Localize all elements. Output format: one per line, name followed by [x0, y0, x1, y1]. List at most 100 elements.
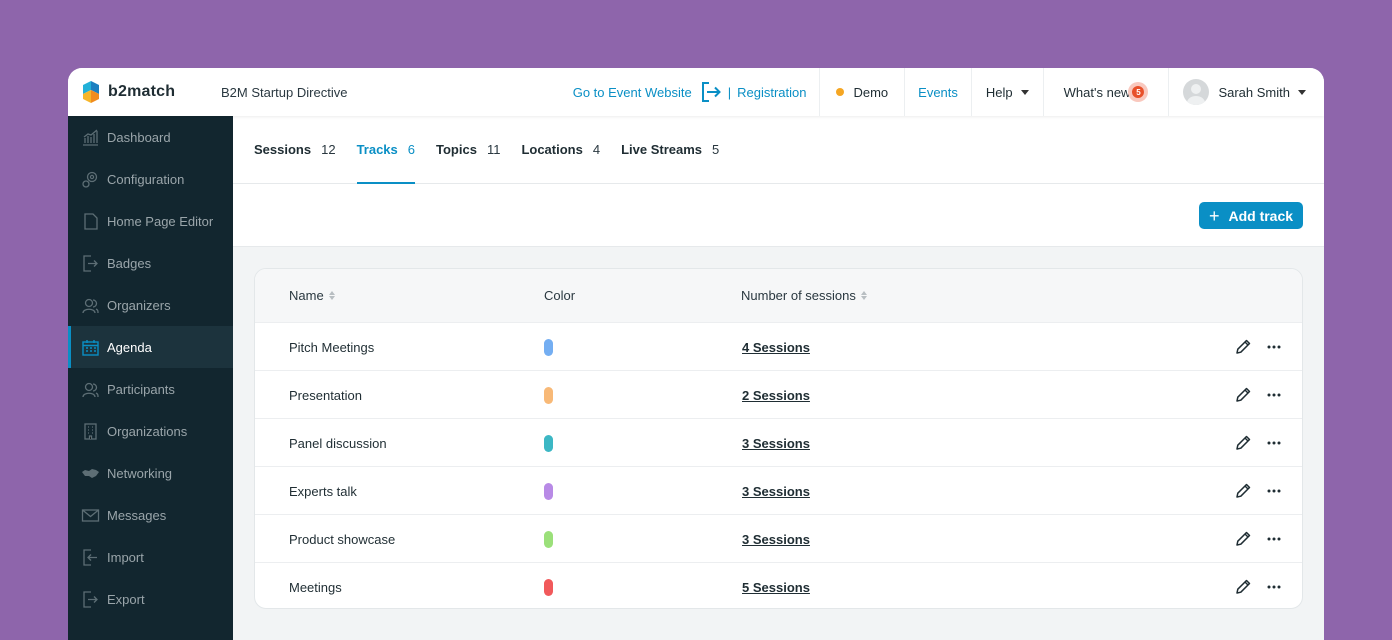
- sessions-link[interactable]: 3 Sessions: [742, 531, 810, 547]
- sidebar-item-networking[interactable]: Networking: [68, 452, 233, 494]
- help-label: Help: [985, 84, 1013, 100]
- sidebar-item-label: Agenda: [107, 339, 152, 355]
- sidebar-item-label: Import: [107, 549, 144, 565]
- tab-label: Tracks: [356, 142, 398, 157]
- tab-label: Live Streams: [621, 142, 703, 157]
- calendar-icon: [82, 339, 99, 356]
- color-swatch: [544, 530, 553, 548]
- pencil-icon[interactable]: [1234, 386, 1252, 404]
- sort-icon: [860, 291, 867, 300]
- import-icon: [83, 548, 97, 566]
- more-icon[interactable]: [1266, 531, 1282, 547]
- sidebar-item-dashboard[interactable]: Dashboard: [68, 116, 233, 158]
- exit-icon[interactable]: [700, 81, 722, 103]
- user-name: Sarah Smith: [1218, 84, 1290, 100]
- demo-label: Demo: [853, 84, 889, 100]
- tab-count: 6: [407, 142, 415, 157]
- track-name: Pitch Meetings: [289, 339, 375, 355]
- table-header: Name Color Number of sessions: [255, 269, 1302, 322]
- sidebar-item-label: Organizers: [107, 297, 171, 313]
- sidebar-item-import[interactable]: Import: [68, 536, 233, 578]
- pencil-icon[interactable]: [1234, 578, 1252, 596]
- badge-icon: [83, 254, 98, 272]
- sort-icon: [328, 291, 335, 300]
- sidebar-item-messages[interactable]: Messages: [68, 494, 233, 536]
- color-swatch: [544, 434, 553, 452]
- tab-count: 12: [321, 142, 336, 157]
- notification-count: 5: [1132, 86, 1145, 98]
- envelope-icon: [81, 508, 100, 522]
- sessions-link[interactable]: 3 Sessions: [742, 435, 810, 451]
- link-separator: |: [727, 84, 732, 100]
- tab-live-streams[interactable]: Live Streams 5: [621, 116, 719, 183]
- table-row: Panel discussion 3 Sessions: [255, 418, 1302, 466]
- column-header-sessions[interactable]: Number of sessions: [741, 288, 867, 303]
- tab-count: 4: [592, 142, 601, 157]
- tab-tracks[interactable]: Tracks 6: [356, 116, 416, 184]
- sidebar-item-label: Export: [107, 591, 145, 607]
- sidebar-item-badges[interactable]: Badges: [68, 242, 233, 284]
- tab-count: 11: [486, 142, 501, 157]
- track-name: Product showcase: [289, 531, 396, 547]
- app-window: b2match B2M Startup Directive Go to Even…: [68, 68, 1324, 640]
- column-header-color: Color: [544, 288, 575, 303]
- tab-topics[interactable]: Topics 11: [436, 116, 500, 183]
- table-row: Experts talk 3 Sessions: [255, 466, 1302, 514]
- sessions-link[interactable]: 5 Sessions: [742, 579, 810, 595]
- toolbar: + Add track: [233, 184, 1324, 247]
- sidebar-item-configuration[interactable]: Configuration: [68, 158, 233, 200]
- help-menu[interactable]: Help: [972, 68, 1044, 116]
- agenda-tabs: Sessions 12 Tracks 6 Topics 11 Locations…: [233, 116, 1324, 184]
- column-label: Name: [289, 288, 324, 303]
- whats-new-button[interactable]: What's new 5: [1044, 68, 1170, 116]
- handshake-icon: [82, 468, 99, 478]
- sessions-link[interactable]: 4 Sessions: [742, 339, 810, 355]
- chart-icon: [83, 129, 98, 146]
- go-to-event-link[interactable]: Go to Event Website: [572, 84, 692, 100]
- sidebar-item-export[interactable]: Export: [68, 578, 233, 620]
- pencil-icon[interactable]: [1234, 530, 1252, 548]
- sidebar-item-participants[interactable]: Participants: [68, 368, 233, 410]
- color-swatch: [544, 482, 553, 500]
- pencil-icon[interactable]: [1234, 338, 1252, 356]
- sidebar-item-label: Badges: [107, 255, 152, 271]
- more-icon[interactable]: [1266, 387, 1282, 403]
- caret-down-icon: [1298, 89, 1306, 95]
- logo[interactable]: b2match: [68, 68, 221, 116]
- color-swatch: [544, 338, 553, 356]
- tab-locations[interactable]: Locations 4: [521, 116, 600, 183]
- table-row: Pitch Meetings 4 Sessions: [255, 322, 1302, 370]
- sidebar-item-organizations[interactable]: Organizations: [68, 410, 233, 452]
- status-dot-icon: [836, 88, 845, 96]
- more-icon[interactable]: [1266, 483, 1282, 499]
- tab-label: Topics: [436, 142, 477, 157]
- demo-status[interactable]: Demo: [820, 68, 906, 116]
- caret-down-icon: [1020, 89, 1029, 95]
- add-track-button[interactable]: + Add track: [1199, 202, 1303, 229]
- more-icon[interactable]: [1266, 579, 1282, 595]
- events-link[interactable]: Events: [918, 84, 958, 100]
- tab-count: 5: [712, 142, 720, 157]
- color-swatch: [544, 578, 553, 596]
- column-header-name[interactable]: Name: [289, 288, 335, 303]
- more-icon[interactable]: [1266, 339, 1282, 355]
- table-row: Product showcase 3 Sessions: [255, 514, 1302, 562]
- track-name: Meetings: [289, 579, 342, 595]
- table-row: Presentation 2 Sessions: [255, 370, 1302, 418]
- top-bar: b2match B2M Startup Directive Go to Even…: [68, 68, 1324, 116]
- sidebar-item-home-page-editor[interactable]: Home Page Editor: [68, 200, 233, 242]
- column-label: Color: [544, 288, 576, 303]
- pencil-icon[interactable]: [1234, 434, 1252, 452]
- sidebar-item-agenda[interactable]: Agenda: [68, 326, 233, 368]
- sessions-link[interactable]: 2 Sessions: [742, 387, 810, 403]
- user-menu[interactable]: Sarah Smith: [1169, 68, 1324, 116]
- sidebar-item-label: Networking: [107, 465, 173, 481]
- event-name: B2M Startup Directive: [221, 84, 348, 100]
- column-label: Number of sessions: [741, 288, 856, 303]
- more-icon[interactable]: [1266, 435, 1282, 451]
- sidebar-item-organizers[interactable]: Organizers: [68, 284, 233, 326]
- tab-sessions[interactable]: Sessions 12: [254, 116, 336, 183]
- registration-link[interactable]: Registration: [737, 84, 807, 100]
- pencil-icon[interactable]: [1234, 482, 1252, 500]
- sessions-link[interactable]: 3 Sessions: [742, 483, 810, 499]
